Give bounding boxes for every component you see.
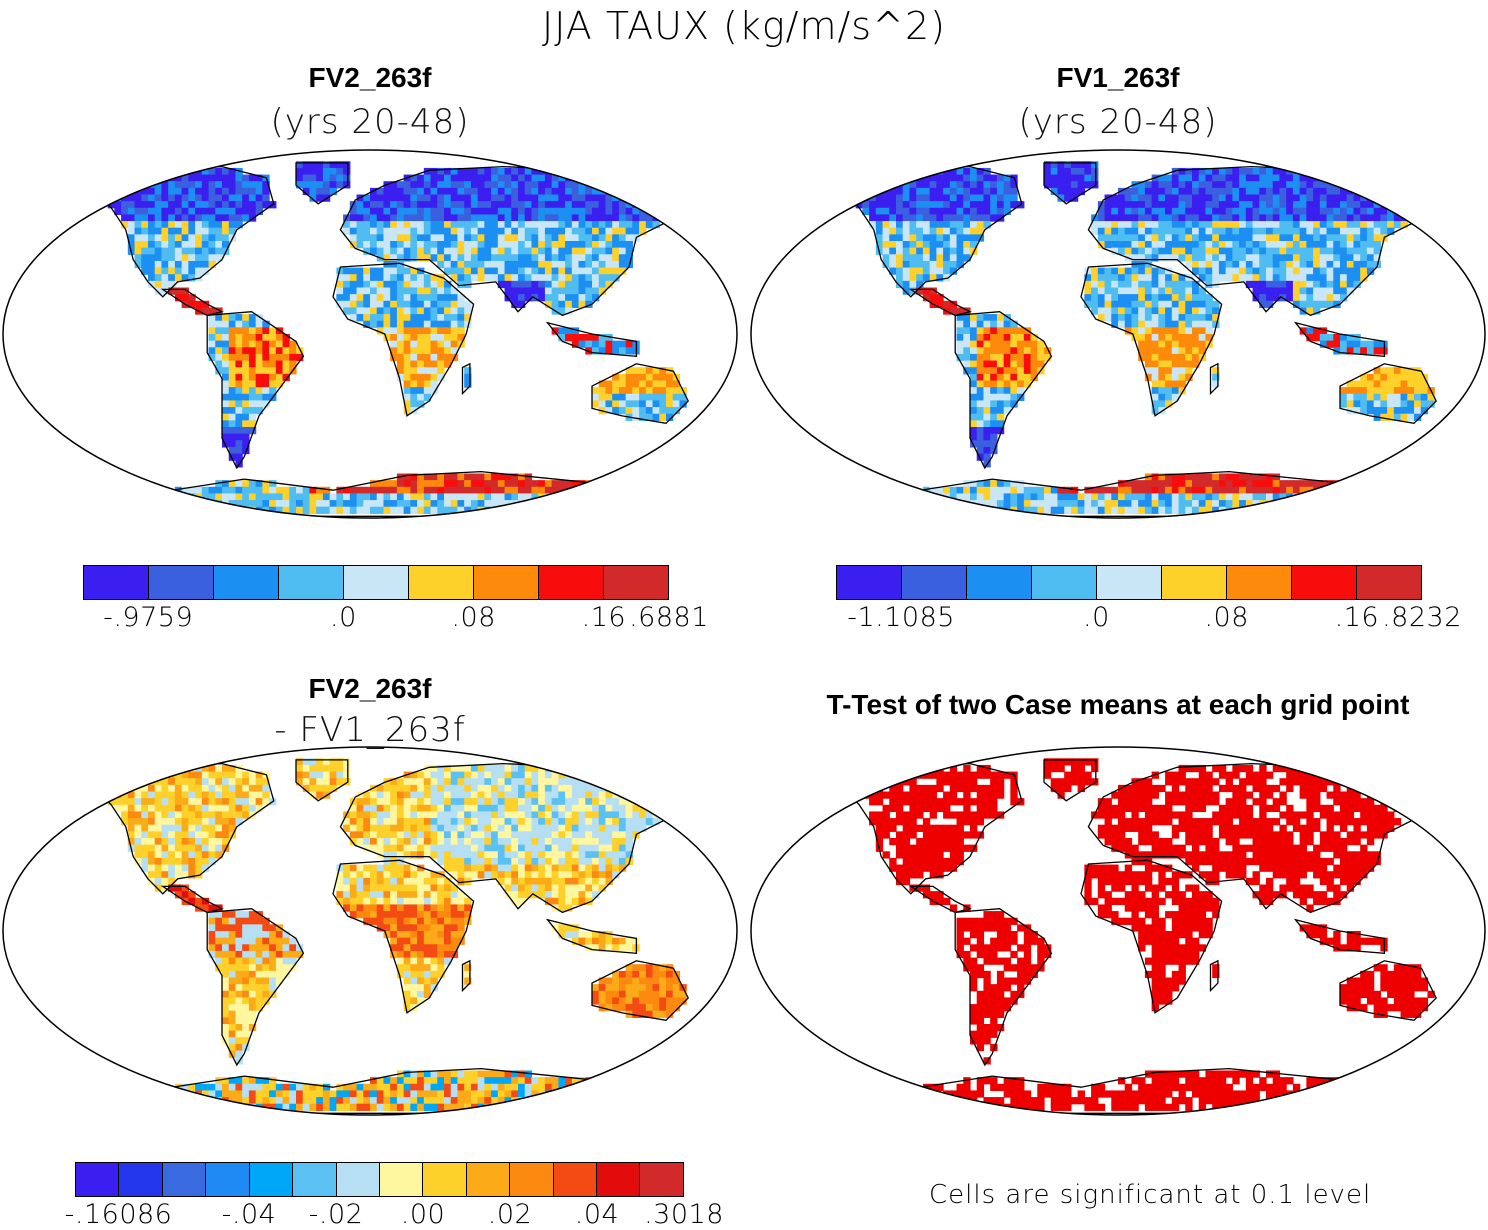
map-diff: [0, 745, 740, 1117]
colorbar-tick-label: .3018: [644, 1199, 724, 1230]
colorbar-cell: [163, 1163, 206, 1196]
colorbar-cell: [640, 1163, 682, 1196]
colorbar-cell: [597, 1163, 640, 1196]
colorbar-tick-label: -.16086: [65, 1199, 173, 1230]
colorbar-cell: [1097, 566, 1162, 599]
colorbar-diff: [75, 1162, 684, 1197]
colorbar-tick-label: .00: [401, 1199, 445, 1230]
colorbar-tick-label: .16: [582, 602, 626, 633]
panel-title-fv1: FV1_263f: [748, 62, 1488, 94]
colorbar-tick-label: .0: [1083, 602, 1110, 633]
colorbar-cell: [604, 566, 668, 599]
panel-subtitle-fv1: (yrs 20-48): [748, 102, 1488, 142]
colorbar-cell: [1357, 566, 1421, 599]
colorbar-cell: [467, 1163, 510, 1196]
colorbar-cell: [1227, 566, 1292, 599]
map-grid-cells: [94, 758, 687, 1111]
colorbar-cell: [293, 1163, 336, 1196]
panel-title-fv2: FV2_263f: [0, 62, 740, 94]
colorbar-tick-label: .08: [1204, 602, 1248, 633]
panel-subtitle-diff: - FV1_263f: [0, 710, 740, 750]
colorbar-cell: [510, 1163, 553, 1196]
colorbar-tick-label: .0: [330, 602, 357, 633]
colorbar-cell: [539, 566, 604, 599]
colorbar-cell: [206, 1163, 249, 1196]
colorbar-cell: [214, 566, 279, 599]
colorbar-cell: [337, 1163, 380, 1196]
colorbar-cell: [1032, 566, 1097, 599]
colorbar-tick-label: .04: [575, 1199, 619, 1230]
colorbar-cell: [380, 1163, 423, 1196]
colorbar-fv1: [836, 565, 1422, 600]
colorbar-tick-label: .08: [451, 602, 495, 633]
colorbar-tick-label: .6881: [629, 602, 709, 633]
colorbar-tick-label: .16: [1335, 602, 1379, 633]
map-grid-cells: [842, 161, 1435, 514]
colorbar-tick-label: -.04: [222, 1199, 277, 1230]
panel-title-ttest: T-Test of two Case means at each grid po…: [748, 689, 1488, 721]
colorbar-cell: [279, 566, 344, 599]
colorbar-tick-label: .02: [488, 1199, 532, 1230]
colorbar-cell: [149, 566, 214, 599]
map-ttest: [748, 745, 1488, 1117]
colorbar-tick-label: -.02: [309, 1199, 364, 1230]
colorbar-cell: [84, 566, 149, 599]
panel-title-diff: FV2_263f: [0, 673, 740, 705]
colorbar-cell: [409, 566, 474, 599]
colorbar-cell: [1162, 566, 1227, 599]
colorbar-tick-label: -.9759: [103, 602, 193, 633]
colorbar-cell: [423, 1163, 466, 1196]
colorbar-tick-label: .8232: [1382, 602, 1462, 633]
colorbar-cell: [967, 566, 1032, 599]
map-grid-cells: [842, 758, 1435, 1111]
colorbar-cell: [902, 566, 967, 599]
colorbar-cell: [250, 1163, 293, 1196]
map-fv2: [0, 148, 740, 520]
colorbar-cell: [554, 1163, 597, 1196]
main-title: JJA TAUX (kg/m/s^2): [0, 4, 1488, 48]
colorbar-cell: [474, 566, 539, 599]
colorbar-fv2: [83, 565, 669, 600]
colorbar-cell: [1292, 566, 1357, 599]
colorbar-cell: [76, 1163, 119, 1196]
colorbar-tick-label: -1.1085: [847, 602, 955, 633]
colorbar-cell: [119, 1163, 162, 1196]
colorbar-cell: [344, 566, 409, 599]
significance-footnote: Cells are significant at 0.1 level: [929, 1180, 1371, 1210]
map-fv1: [748, 148, 1488, 520]
panel-subtitle-fv2: (yrs 20-48): [0, 102, 740, 142]
map-grid-cells: [94, 161, 687, 514]
colorbar-cell: [837, 566, 902, 599]
